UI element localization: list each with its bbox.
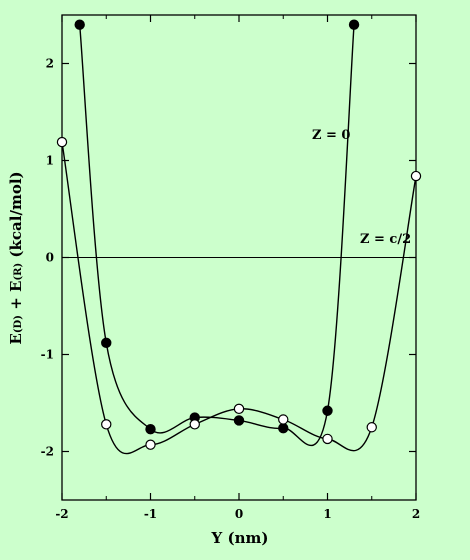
open-marker <box>322 433 333 445</box>
y-tick-label: -2 <box>41 445 54 459</box>
x-tick-label: 2 <box>412 507 420 521</box>
filled-marker <box>74 19 85 30</box>
filled-marker <box>101 337 112 349</box>
filled-marker <box>145 423 156 435</box>
y-tick-label: 1 <box>46 154 54 168</box>
x-tick-label: -1 <box>144 507 157 521</box>
y-axis-title-part: + E <box>7 281 25 315</box>
x-tick-label: -2 <box>55 507 68 521</box>
y-tick-label: 2 <box>46 57 54 71</box>
filled-marker <box>348 19 360 30</box>
y-axis-title: E(D) + E(R) (kcal/mol) <box>7 171 25 344</box>
series-label-z0: Z = 0 <box>312 128 350 143</box>
y-axis-title-sub: (D) <box>13 315 24 333</box>
open-marker <box>410 170 422 182</box>
open-marker <box>278 414 289 425</box>
x-axis-title: Y (nm) <box>211 529 269 547</box>
x-tick-label: 1 <box>323 507 331 521</box>
open-marker <box>101 419 112 430</box>
filled-marker <box>233 415 245 426</box>
series-curve-0 <box>79 24 355 447</box>
open-marker <box>366 422 377 433</box>
open-marker <box>56 136 68 148</box>
open-marker <box>145 439 156 450</box>
y-axis-title-part: E <box>7 333 25 344</box>
open-marker <box>189 419 200 430</box>
y-tick-label: 0 <box>46 251 54 265</box>
series-label-zc2: Z = c/2 <box>360 232 411 247</box>
filled-marker <box>278 423 289 434</box>
open-marker <box>233 403 245 415</box>
y-axis-title-sub: (R) <box>13 263 24 281</box>
filled-marker <box>322 405 333 416</box>
y-tick-label: -1 <box>41 348 54 362</box>
x-tick-label: 0 <box>235 507 243 521</box>
y-axis-title-part: (kcal/mol) <box>7 171 25 262</box>
